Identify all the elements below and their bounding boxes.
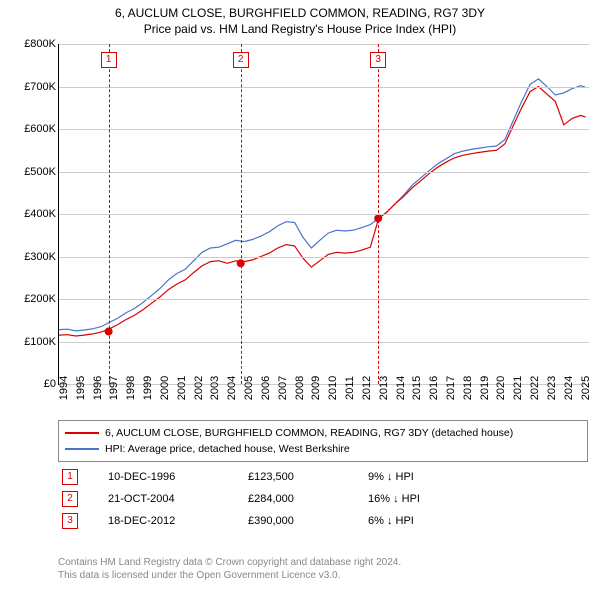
y-axis-label: £300K bbox=[10, 251, 56, 263]
y-axis-label: £200K bbox=[10, 293, 56, 305]
x-axis-label: 1995 bbox=[75, 376, 87, 400]
legend-row-property: 6, AUCLUM CLOSE, BURGHFIELD COMMON, READ… bbox=[65, 425, 581, 441]
sale-marker-line bbox=[109, 44, 110, 384]
ygrid-line bbox=[59, 129, 589, 130]
sale-row-box: 1 bbox=[62, 469, 78, 485]
x-axis-label: 2020 bbox=[495, 376, 507, 400]
sale-row-price: £390,000 bbox=[248, 515, 368, 527]
footnote-line2: This data is licensed under the Open Gov… bbox=[58, 569, 401, 582]
footnote-line1: Contains HM Land Registry data © Crown c… bbox=[58, 556, 401, 569]
x-axis-label: 2011 bbox=[344, 376, 356, 400]
sale-row: 1 10-DEC-1996£123,5009% ↓ HPI bbox=[58, 466, 588, 488]
x-axis-label: 2009 bbox=[310, 376, 322, 400]
legend-row-hpi: HPI: Average price, detached house, West… bbox=[65, 441, 581, 457]
x-axis-label: 2024 bbox=[563, 376, 575, 400]
x-axis-label: 2000 bbox=[159, 376, 171, 400]
footnote: Contains HM Land Registry data © Crown c… bbox=[58, 556, 401, 582]
x-axis-label: 2001 bbox=[176, 376, 188, 400]
legend: 6, AUCLUM CLOSE, BURGHFIELD COMMON, READ… bbox=[58, 420, 588, 462]
legend-swatch-hpi bbox=[65, 448, 99, 450]
sale-row-date: 18-DEC-2012 bbox=[108, 515, 248, 527]
ygrid-line bbox=[59, 384, 589, 385]
chart-title: 6, AUCLUM CLOSE, BURGHFIELD COMMON, READ… bbox=[0, 0, 600, 36]
x-axis-label: 2003 bbox=[209, 376, 221, 400]
ygrid-line bbox=[59, 257, 589, 258]
y-axis-label: £100K bbox=[10, 336, 56, 348]
y-axis-label: £700K bbox=[10, 81, 56, 93]
legend-swatch-property bbox=[65, 432, 99, 434]
sale-row-box: 2 bbox=[62, 491, 78, 507]
legend-label-hpi: HPI: Average price, detached house, West… bbox=[105, 443, 350, 455]
sale-row-price: £284,000 bbox=[248, 493, 368, 505]
ygrid-line bbox=[59, 44, 589, 45]
title-line2: Price paid vs. HM Land Registry's House … bbox=[0, 22, 600, 36]
x-axis-label: 1998 bbox=[125, 376, 137, 400]
x-axis-label: 2022 bbox=[529, 376, 541, 400]
ygrid-line bbox=[59, 299, 589, 300]
sale-marker-box: 1 bbox=[101, 52, 117, 68]
chart-container: 6, AUCLUM CLOSE, BURGHFIELD COMMON, READ… bbox=[0, 0, 600, 590]
sale-row-hpi: 9% ↓ HPI bbox=[368, 471, 488, 483]
ygrid-line bbox=[59, 172, 589, 173]
sale-marker-box: 2 bbox=[233, 52, 249, 68]
x-axis-label: 2015 bbox=[411, 376, 423, 400]
legend-label-property: 6, AUCLUM CLOSE, BURGHFIELD COMMON, READ… bbox=[105, 427, 513, 439]
y-axis-label: £400K bbox=[10, 208, 56, 220]
sale-row: 2 21-OCT-2004£284,00016% ↓ HPI bbox=[58, 488, 588, 510]
chart-area: 1 2 3 £0 £100K £200K £300K £400K £500K £600K £700… bbox=[8, 44, 592, 412]
y-axis-label: £500K bbox=[10, 166, 56, 178]
x-axis-label: 2014 bbox=[395, 376, 407, 400]
x-axis-label: 1994 bbox=[58, 376, 70, 400]
x-axis-label: 2012 bbox=[361, 376, 373, 400]
x-axis-label: 1997 bbox=[108, 376, 120, 400]
x-axis-label: 2004 bbox=[226, 376, 238, 400]
ygrid-line bbox=[59, 87, 589, 88]
x-axis-label: 2017 bbox=[445, 376, 457, 400]
x-axis-label: 2013 bbox=[378, 376, 390, 400]
ygrid-line bbox=[59, 342, 589, 343]
x-axis-label: 2010 bbox=[327, 376, 339, 400]
x-axis-label: 2019 bbox=[479, 376, 491, 400]
sales-table: 1 10-DEC-1996£123,5009% ↓ HPI 2 21-OCT-2004… bbox=[58, 466, 588, 532]
sale-row-date: 21-OCT-2004 bbox=[108, 493, 248, 505]
x-axis-label: 2002 bbox=[193, 376, 205, 400]
y-axis-label: £0 bbox=[10, 378, 56, 390]
y-axis-label: £800K bbox=[10, 38, 56, 50]
x-axis-label: 2018 bbox=[462, 376, 474, 400]
sale-row-date: 10-DEC-1996 bbox=[108, 471, 248, 483]
sale-row: 3 18-DEC-2012£390,0006% ↓ HPI bbox=[58, 510, 588, 532]
sale-marker-box: 3 bbox=[370, 52, 386, 68]
sale-row-hpi: 6% ↓ HPI bbox=[368, 515, 488, 527]
x-axis-label: 2008 bbox=[294, 376, 306, 400]
x-axis-label: 1999 bbox=[142, 376, 154, 400]
x-axis-label: 2025 bbox=[580, 376, 592, 400]
series-hpi bbox=[59, 79, 586, 331]
x-axis-label: 2005 bbox=[243, 376, 255, 400]
x-axis-label: 2006 bbox=[260, 376, 272, 400]
plot-area: 1 2 3 bbox=[58, 44, 589, 385]
x-axis-label: 2007 bbox=[277, 376, 289, 400]
x-axis-label: 1996 bbox=[92, 376, 104, 400]
x-axis-label: 2023 bbox=[546, 376, 558, 400]
x-axis-label: 2016 bbox=[428, 376, 440, 400]
sale-marker-line bbox=[378, 44, 379, 384]
title-line1: 6, AUCLUM CLOSE, BURGHFIELD COMMON, READ… bbox=[0, 6, 600, 20]
sale-row-hpi: 16% ↓ HPI bbox=[368, 493, 488, 505]
y-axis-label: £600K bbox=[10, 123, 56, 135]
sale-row-box: 3 bbox=[62, 513, 78, 529]
sale-marker-line bbox=[241, 44, 242, 384]
x-axis-label: 2021 bbox=[512, 376, 524, 400]
sale-row-price: £123,500 bbox=[248, 471, 368, 483]
ygrid-line bbox=[59, 214, 589, 215]
